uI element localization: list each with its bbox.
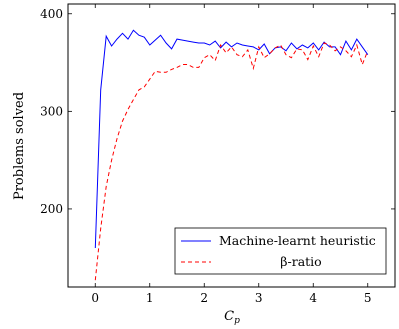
x-tick-label: 3 <box>255 291 263 305</box>
plot-frame <box>67 3 396 288</box>
legend: Machine-learnt heuristic β-ratio <box>174 227 387 275</box>
x-tick-label: 1 <box>146 291 154 305</box>
x-tick-label: 0 <box>91 291 99 305</box>
series-line-1 <box>94 42 369 281</box>
x-axis-label-subscript: p <box>234 316 240 326</box>
y-tick-label: 300 <box>40 104 63 118</box>
y-tick-label: 200 <box>40 202 63 216</box>
legend-box <box>174 227 387 275</box>
ticks-layer: 0 1 2 3 4 5 200 300 400 <box>40 4 395 305</box>
y-axis-label: Problems solved <box>12 92 27 200</box>
legend-label-machine-learnt: Machine-learnt heuristic <box>219 233 376 248</box>
x-axis-label: Cp <box>224 309 240 326</box>
x-tick-label: 5 <box>364 291 372 305</box>
x-tick-label: 2 <box>200 291 208 305</box>
series-line-0 <box>94 29 369 249</box>
x-tick-label: 4 <box>309 291 317 305</box>
series-layer <box>94 29 369 281</box>
y-tick-label: 400 <box>40 7 63 21</box>
legend-label-beta-ratio: β-ratio <box>280 254 321 269</box>
